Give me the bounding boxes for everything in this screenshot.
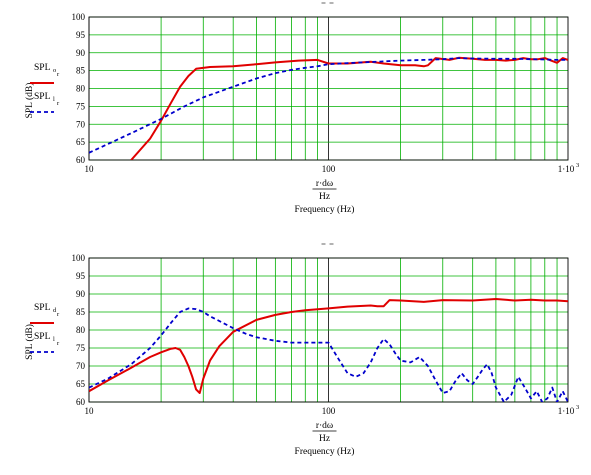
y-axis-label: SPL (dB) (24, 83, 35, 119)
y-axis-label: SPL (dB) (24, 324, 35, 360)
legend-subsubscript: r (57, 100, 60, 107)
x-tick-label: 10 (85, 406, 95, 416)
plot-border (88, 257, 569, 403)
y-tick-label: 80 (76, 84, 86, 94)
series-line-2 (89, 307, 568, 402)
legend-subsubscript: r (57, 311, 60, 318)
chart-2: 60 65 70 75 80 85 90 95 100 10 100 1·10 3 SPL (dB) r·d… (24, 243, 579, 457)
legend-subscript: l (53, 336, 55, 343)
y-tick-label: 100 (72, 12, 86, 22)
y-tick-label: 95 (76, 271, 86, 281)
series-line-1 (89, 298, 568, 394)
y-tick-label: 85 (76, 307, 86, 317)
y-tick-label: 90 (76, 48, 86, 58)
x-tick-label: 100 (322, 164, 336, 174)
x-axis-label: Frequency (Hz) (295, 204, 355, 215)
series-line-1 (130, 56, 568, 160)
x-tick-exponent: 3 (576, 404, 579, 411)
x-expr-numerator: r·dω (316, 179, 333, 189)
x-expr-numerator: r·dω (316, 421, 333, 431)
x-tick-label: 1·10 (558, 406, 575, 416)
legend-subscript: d (53, 307, 57, 314)
series-line-2 (89, 57, 568, 154)
x-axis-label: Frequency (Hz) (295, 446, 355, 457)
y-tick-label: 65 (76, 379, 86, 389)
y-tick-label: 60 (76, 397, 86, 407)
legend-label: SPL (34, 92, 51, 102)
x-tick-label: 1·10 (558, 164, 575, 174)
y-tick-label: 70 (76, 119, 86, 129)
x-tick-label: 10 (85, 164, 95, 174)
x-tick-exponent: 3 (576, 162, 579, 169)
plot-border (88, 16, 569, 161)
y-tick-label: 75 (76, 101, 86, 111)
legend-subsubscript: r (57, 340, 60, 347)
y-tick-label: 95 (76, 30, 86, 40)
y-tick-label: 100 (72, 253, 86, 263)
legend-subscript: l (53, 96, 55, 103)
y-tick-label: 60 (76, 155, 86, 165)
chart-1: 60 65 70 75 80 85 90 95 100 10 100 1·10 3 SPL (dB) r·d… (24, 2, 579, 215)
y-tick-label: 65 (76, 137, 86, 147)
y-tick-label: 75 (76, 343, 86, 353)
y-tick-label: 70 (76, 361, 86, 371)
legend-label: SPL (34, 332, 51, 342)
y-tick-label: 80 (76, 325, 86, 335)
x-expr-denominator: Hz (319, 192, 330, 202)
y-tick-label: 90 (76, 289, 86, 299)
x-expr-denominator: Hz (319, 434, 330, 444)
legend-subsubscript: r (57, 71, 60, 78)
x-tick-label: 100 (322, 406, 336, 416)
legend-label: SPL (34, 303, 51, 313)
legend-label: SPL (34, 63, 51, 73)
y-tick-label: 85 (76, 66, 86, 76)
legend-subscript: o (53, 67, 56, 74)
